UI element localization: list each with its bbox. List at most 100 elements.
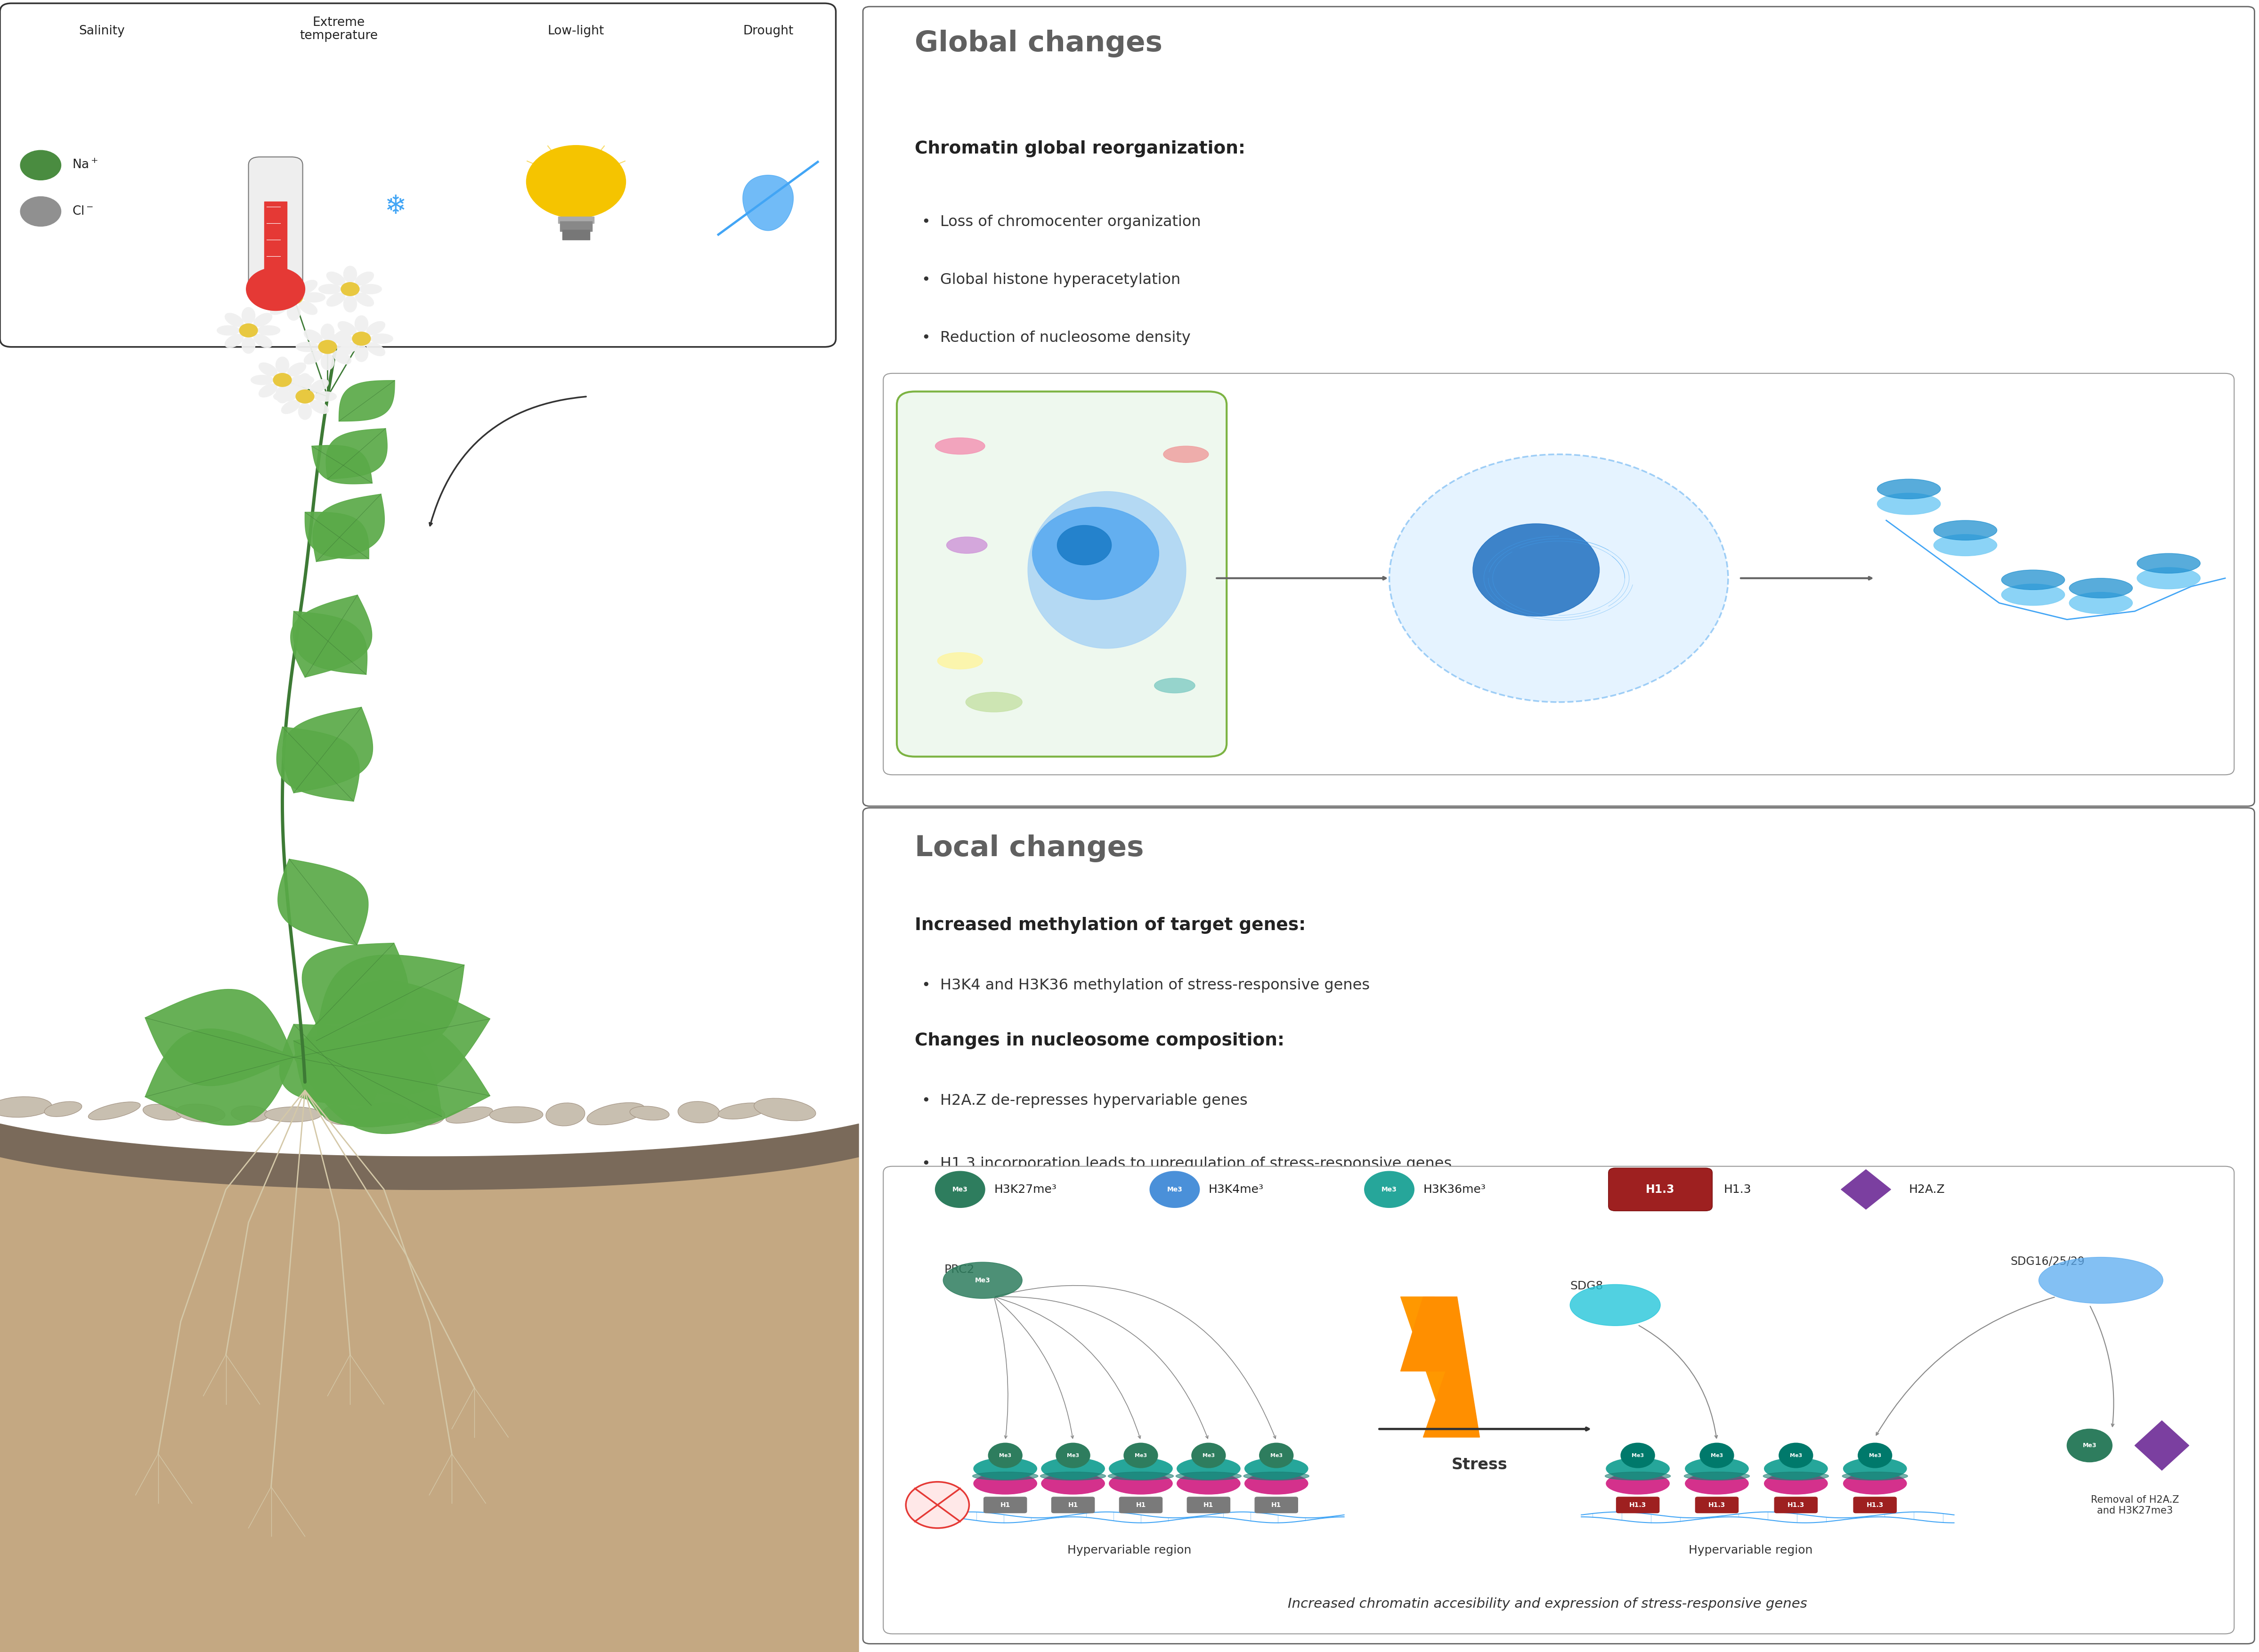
Ellipse shape [1041,1457,1105,1480]
Polygon shape [2135,1421,2189,1470]
Ellipse shape [1683,1472,1748,1480]
Circle shape [319,340,337,354]
Text: H3K36me³: H3K36me³ [1423,1184,1486,1194]
Ellipse shape [974,1474,1037,1495]
Ellipse shape [287,304,300,320]
Ellipse shape [305,350,323,363]
FancyBboxPatch shape [1776,1497,1818,1513]
Text: Me3: Me3 [1134,1454,1148,1457]
Ellipse shape [262,292,285,302]
Text: Me3: Me3 [1066,1454,1080,1457]
Text: Global changes: Global changes [915,30,1163,58]
Ellipse shape [1245,1474,1308,1495]
Ellipse shape [1245,1457,1308,1480]
Ellipse shape [309,380,328,393]
Ellipse shape [0,1097,52,1117]
Ellipse shape [1107,1472,1175,1480]
FancyBboxPatch shape [1608,1168,1712,1211]
Ellipse shape [251,375,273,385]
FancyBboxPatch shape [1188,1497,1229,1513]
Circle shape [20,150,61,180]
Ellipse shape [1109,1474,1172,1495]
Ellipse shape [339,342,357,355]
Text: Changes in nucleosome composition:: Changes in nucleosome composition: [915,1032,1285,1049]
Ellipse shape [298,301,316,314]
Ellipse shape [332,330,350,344]
Text: SDG8: SDG8 [1570,1280,1604,1292]
Ellipse shape [1154,677,1195,694]
Polygon shape [294,611,368,674]
Polygon shape [743,175,793,231]
FancyBboxPatch shape [0,3,836,347]
Ellipse shape [217,325,239,335]
Ellipse shape [355,292,373,306]
Text: Local changes: Local changes [915,834,1143,862]
Ellipse shape [2038,1257,2164,1303]
FancyBboxPatch shape [248,157,303,297]
Ellipse shape [273,392,296,401]
Ellipse shape [1843,1457,1907,1480]
Ellipse shape [253,334,271,347]
Text: Me3: Me3 [1868,1454,1882,1457]
Ellipse shape [1041,1474,1105,1495]
Circle shape [1622,1444,1654,1467]
Text: Me3: Me3 [976,1277,989,1284]
Ellipse shape [1843,1474,1907,1495]
Ellipse shape [1163,446,1209,463]
Ellipse shape [1762,1472,1830,1480]
Polygon shape [282,707,373,793]
Ellipse shape [328,292,346,306]
Circle shape [296,390,314,403]
Ellipse shape [330,334,352,344]
Ellipse shape [287,383,305,396]
Polygon shape [316,955,465,1051]
Ellipse shape [974,1472,1039,1480]
Ellipse shape [355,273,373,286]
Circle shape [1125,1444,1157,1467]
Ellipse shape [332,350,350,363]
Text: H3K27me³: H3K27me³ [994,1184,1057,1194]
Ellipse shape [1177,1474,1240,1495]
Ellipse shape [314,392,337,401]
Ellipse shape [296,342,319,352]
Ellipse shape [366,322,384,335]
FancyBboxPatch shape [1050,1497,1093,1513]
Circle shape [341,282,359,296]
Ellipse shape [1877,492,1940,515]
Text: •  Global histone hyperacetylation: • Global histone hyperacetylation [922,273,1181,287]
Text: Me3: Me3 [998,1454,1012,1457]
Ellipse shape [718,1104,768,1118]
Bar [558,216,594,223]
Ellipse shape [287,274,300,291]
Ellipse shape [271,301,289,314]
Ellipse shape [2069,578,2132,598]
Text: •  Reduction of nucleosome density: • Reduction of nucleosome density [922,330,1190,345]
Text: Hypervariable region: Hypervariable region [1690,1545,1812,1556]
Polygon shape [291,595,373,677]
Ellipse shape [271,281,289,294]
Polygon shape [294,1019,490,1133]
FancyBboxPatch shape [863,7,2254,806]
Ellipse shape [264,1107,321,1122]
Ellipse shape [2001,583,2065,606]
Ellipse shape [370,334,393,344]
Ellipse shape [1604,1472,1669,1480]
Text: •  H2A.Z de-represses hypervariable genes: • H2A.Z de-represses hypervariable genes [922,1094,1247,1108]
Ellipse shape [328,273,346,286]
Ellipse shape [1685,1457,1748,1480]
Circle shape [1261,1444,1292,1467]
Text: H1: H1 [1069,1502,1078,1508]
Text: Chromatin global reorganization:: Chromatin global reorganization: [915,140,1245,157]
Text: Me3: Me3 [1168,1186,1181,1193]
Text: H3K4me³: H3K4me³ [1209,1184,1263,1194]
Ellipse shape [226,334,244,347]
Ellipse shape [305,330,323,344]
Polygon shape [278,859,368,945]
Circle shape [1859,1444,1893,1467]
Polygon shape [305,512,368,558]
FancyBboxPatch shape [1617,1497,1660,1513]
Ellipse shape [947,537,987,553]
Circle shape [1473,524,1599,616]
Text: PRC2: PRC2 [944,1264,974,1275]
Text: •  Loss of chromocenter organization: • Loss of chromocenter organization [922,215,1202,230]
